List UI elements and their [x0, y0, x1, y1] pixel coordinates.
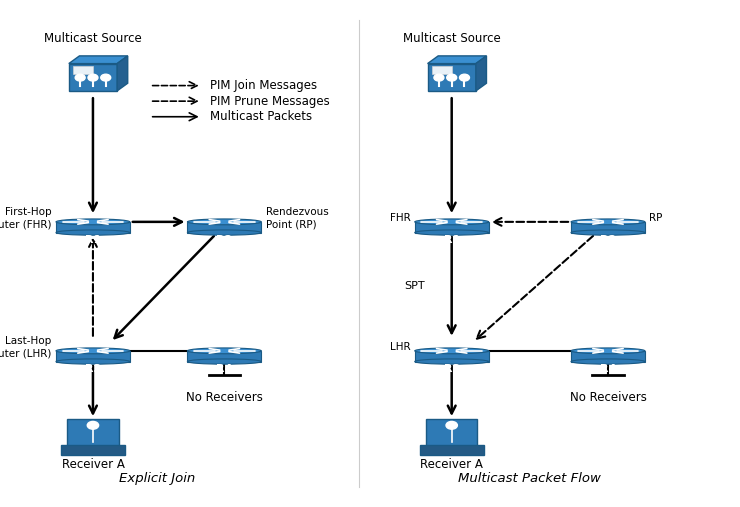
FancyBboxPatch shape	[414, 351, 488, 361]
Text: No Receivers: No Receivers	[570, 391, 647, 404]
FancyBboxPatch shape	[571, 222, 645, 233]
Text: SPT: SPT	[404, 281, 425, 292]
FancyBboxPatch shape	[432, 66, 452, 74]
Ellipse shape	[571, 230, 645, 235]
Text: PIM Join Messages: PIM Join Messages	[210, 79, 317, 92]
Polygon shape	[69, 56, 128, 63]
Circle shape	[75, 74, 85, 81]
Text: First-Hop
Router (FHR): First-Hop Router (FHR)	[0, 207, 52, 229]
FancyBboxPatch shape	[414, 222, 488, 233]
Text: FHR: FHR	[390, 213, 411, 223]
Ellipse shape	[56, 230, 130, 235]
Circle shape	[87, 421, 98, 429]
Ellipse shape	[56, 348, 130, 354]
FancyBboxPatch shape	[67, 419, 118, 447]
Polygon shape	[476, 56, 486, 91]
Ellipse shape	[414, 348, 488, 354]
FancyBboxPatch shape	[56, 351, 130, 361]
FancyBboxPatch shape	[571, 351, 645, 361]
Ellipse shape	[414, 230, 488, 235]
Text: R1: R1	[85, 235, 101, 245]
Ellipse shape	[56, 359, 130, 364]
FancyBboxPatch shape	[69, 63, 117, 91]
Text: Multicast Source: Multicast Source	[403, 32, 500, 45]
Ellipse shape	[56, 219, 130, 225]
Ellipse shape	[571, 348, 645, 354]
Ellipse shape	[187, 230, 261, 235]
Polygon shape	[117, 56, 128, 91]
Ellipse shape	[414, 219, 488, 225]
Circle shape	[460, 74, 469, 81]
Ellipse shape	[414, 359, 488, 364]
FancyBboxPatch shape	[187, 351, 261, 361]
FancyBboxPatch shape	[187, 222, 261, 233]
Text: R3: R3	[444, 364, 460, 374]
Circle shape	[88, 74, 98, 81]
Text: Last-Hop
Router (LHR): Last-Hop Router (LHR)	[0, 336, 52, 358]
Polygon shape	[428, 56, 486, 63]
Text: Receiver A: Receiver A	[420, 458, 483, 471]
Text: Rendezvous
Point (RP): Rendezvous Point (RP)	[266, 207, 329, 229]
FancyBboxPatch shape	[426, 419, 477, 447]
Text: RP: RP	[649, 213, 662, 223]
FancyBboxPatch shape	[61, 445, 125, 455]
Ellipse shape	[571, 359, 645, 364]
Text: Multicast Packet Flow: Multicast Packet Flow	[458, 472, 602, 485]
Text: Receiver A: Receiver A	[61, 458, 124, 471]
Ellipse shape	[571, 219, 645, 225]
Text: R4: R4	[216, 364, 232, 374]
Text: PIM Prune Messages: PIM Prune Messages	[210, 95, 330, 107]
Text: LHR: LHR	[390, 342, 411, 352]
Circle shape	[434, 74, 444, 81]
Text: R4: R4	[600, 364, 616, 374]
Text: Explicit Join: Explicit Join	[118, 472, 195, 485]
Ellipse shape	[187, 359, 261, 364]
Circle shape	[101, 74, 111, 81]
Text: Multicast Source: Multicast Source	[44, 32, 142, 45]
Ellipse shape	[187, 348, 261, 354]
FancyBboxPatch shape	[420, 445, 484, 455]
Text: R1: R1	[443, 235, 460, 245]
Text: Multicast Packets: Multicast Packets	[210, 110, 312, 123]
Circle shape	[447, 74, 457, 81]
Text: R2: R2	[600, 235, 616, 245]
Text: R2: R2	[216, 235, 232, 245]
FancyBboxPatch shape	[56, 222, 130, 233]
Text: No Receivers: No Receivers	[186, 391, 263, 404]
Ellipse shape	[187, 219, 261, 225]
Text: R3: R3	[85, 364, 101, 374]
FancyBboxPatch shape	[428, 63, 476, 91]
FancyBboxPatch shape	[73, 66, 93, 74]
Circle shape	[446, 421, 457, 429]
